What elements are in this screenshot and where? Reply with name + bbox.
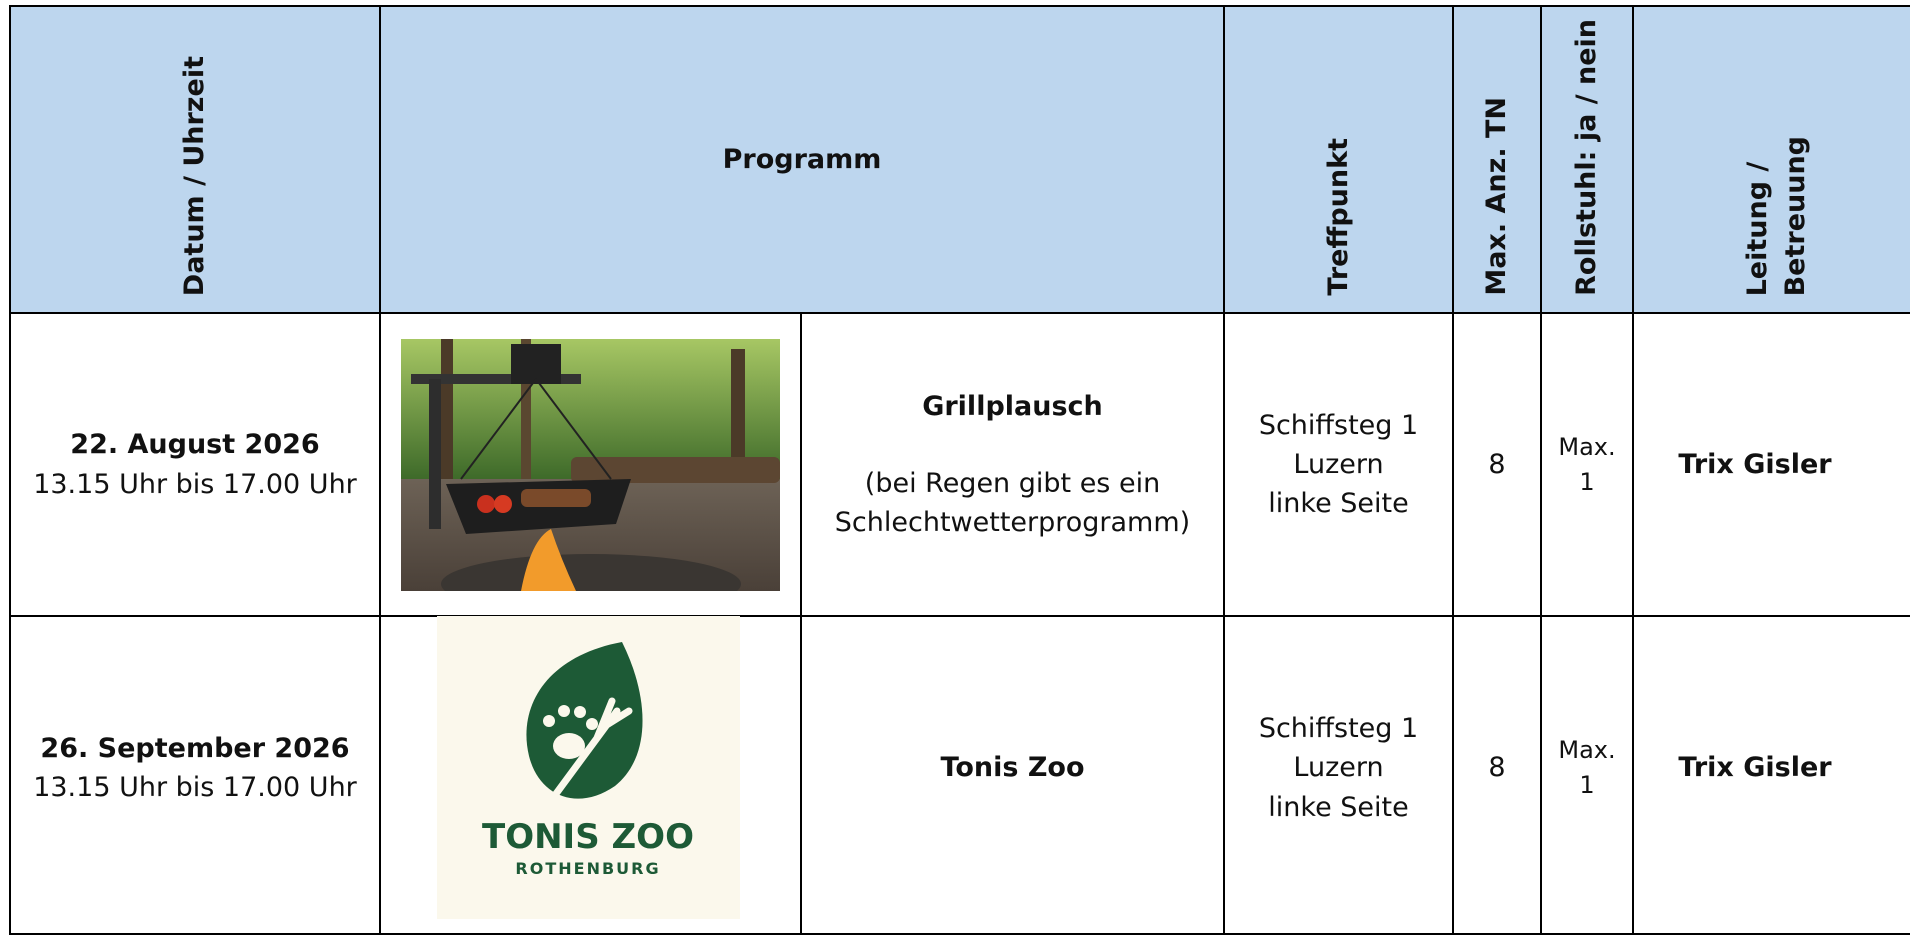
meeting-cell: Schiffsteg 1 Luzern linke Seite <box>1223 312 1454 617</box>
logo-name: TONIS ZOO <box>482 817 694 857</box>
wheelchair-line: Max. <box>1558 432 1616 461</box>
date-cell: 22. August 2026 13.15 Uhr bis 17.00 Uhr <box>9 312 381 617</box>
lead: Trix Gisler <box>1678 448 1832 480</box>
header-text: Datum / Uhrzeit <box>179 55 211 296</box>
meeting-line: Luzern <box>1293 448 1384 480</box>
program-note: Schlechtwetterprogramm) <box>834 507 1191 539</box>
header-line: Betreuung <box>1780 135 1811 296</box>
wheelchair-line: 1 <box>1579 771 1595 799</box>
max-value: 8 <box>1488 752 1506 784</box>
image-cell <box>379 312 802 617</box>
lead: Trix Gisler <box>1678 752 1832 784</box>
header-text: Rollstuhl: ja / nein <box>1571 19 1603 296</box>
header-text: Leitung / Betreuung <box>1739 136 1815 296</box>
header-text: Programm <box>722 143 882 175</box>
program-title: Grillplausch <box>922 390 1103 422</box>
header-cell: Max. Anz. TN <box>1452 5 1542 314</box>
meeting-line: linke Seite <box>1268 791 1409 823</box>
header-cell: Datum / Uhrzeit <box>9 5 381 314</box>
grill-photo <box>401 338 780 591</box>
meeting-line: Luzern <box>1293 752 1384 784</box>
program-note: (bei Regen gibt es ein <box>864 467 1161 499</box>
max-cell: 8 <box>1452 312 1542 617</box>
program-cell: Tonis Zoo <box>800 615 1225 935</box>
header-text: Max. Anz. TN <box>1481 97 1513 296</box>
header-cell: Treffpunkt <box>1223 5 1454 314</box>
date: 26. September 2026 <box>40 732 350 764</box>
max-cell: 8 <box>1452 615 1542 935</box>
program-cell: Grillplausch (bei Regen gibt es ein Schlec… <box>800 312 1225 617</box>
meeting-line: Schiffsteg 1 <box>1258 409 1419 441</box>
date-cell: 26. September 2026 13.15 Uhr bis 17.00 Uh… <box>9 615 381 935</box>
time: 13.15 Uhr bis 17.00 Uhr <box>33 772 357 803</box>
wheelchair-line: Max. <box>1558 736 1616 765</box>
wheelchair-cell: Max. 1 <box>1540 615 1634 935</box>
header-text: Treffpunkt <box>1322 138 1354 296</box>
header-cell: Leitung / Betreuung <box>1632 5 1910 314</box>
meeting-line: linke Seite <box>1268 488 1409 520</box>
max-value: 8 <box>1488 448 1506 480</box>
logo-place: ROTHENBURG <box>515 859 660 878</box>
time: 13.15 Uhr bis 17.00 Uhr <box>33 468 357 500</box>
zoo-logo: TONIS ZOO ROTHENBURG <box>437 616 740 919</box>
lead-cell: Trix Gisler <box>1632 312 1910 617</box>
meeting-cell: Schiffsteg 1 Luzern linke Seite <box>1223 615 1454 935</box>
date: 22. August 2026 <box>70 429 320 461</box>
lead-cell: Trix Gisler <box>1632 615 1910 935</box>
program-title: Tonis Zoo <box>940 752 1085 784</box>
header-line: Leitung / <box>1742 161 1774 296</box>
image-cell: TONIS ZOO ROTHENBURG <box>379 615 802 935</box>
header-cell: Programm <box>379 5 1225 314</box>
meeting-line: Schiffsteg 1 <box>1258 713 1419 745</box>
wheelchair-line: 1 <box>1579 467 1595 496</box>
wheelchair-cell: Max. 1 <box>1540 312 1634 617</box>
header-cell: Rollstuhl: ja / nein <box>1540 5 1634 314</box>
